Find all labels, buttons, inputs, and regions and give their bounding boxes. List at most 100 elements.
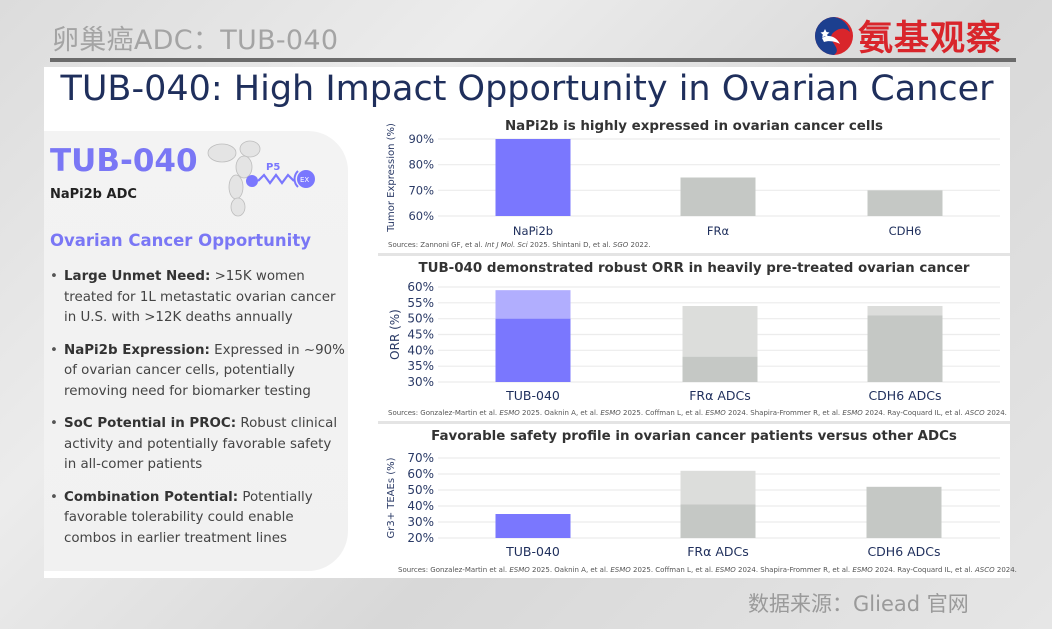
x-category-label: TUB-040	[505, 388, 560, 403]
source-fragment: SGO	[612, 241, 629, 249]
y-axis-label: Gr3+ TEAEs (%)	[386, 457, 397, 538]
y-tick-label: 70%	[407, 451, 434, 465]
chart-orr: TUB-040 demonstrated robust ORR in heavi…	[378, 257, 1010, 424]
source-fragment: Sources: Gonzalez-Martin et al.	[398, 566, 510, 574]
chart-source: Sources: Gonzalez-Martin et al. ESMO 202…	[398, 566, 1017, 574]
source-fragment: 2025. Oaknin A, et al.	[529, 566, 611, 574]
bar	[680, 177, 756, 216]
bullet-item: • Large Unmet Need: >15K women treated fo…	[50, 267, 346, 329]
x-category-label: TUB-040	[505, 544, 560, 559]
y-tick-label: 90%	[408, 132, 434, 146]
source-fragment: Int J Mol. Sci	[484, 241, 528, 249]
y-tick-label: 55%	[407, 296, 434, 310]
source-fragment: ESMO	[600, 409, 621, 417]
bullet-icon: •	[50, 416, 58, 431]
bullet-text: Potentially favorable tolerability could…	[64, 489, 313, 546]
bullet-lead: NaPi2b Expression:	[64, 342, 210, 358]
chart-safety-plot: 70% 60% 50% 40% 30% 20% Gr3+ TEAEs (%) TUB-040 F…	[386, 451, 1000, 559]
y-tick-label: 30%	[407, 375, 434, 389]
source-fragment: 2025. Shintani D, et al.	[527, 241, 613, 249]
svg-text:EX: EX	[300, 176, 309, 184]
source-fragment: 2024.	[994, 566, 1017, 574]
bullet-icon: •	[50, 269, 58, 284]
svg-text:P5: P5	[266, 162, 280, 173]
slide: TUB-040: High Impact Opportunity in Ovar…	[44, 67, 1017, 578]
x-category-label: FRα ADCs	[689, 388, 751, 403]
source-fragment: ESMO	[610, 566, 631, 574]
chart-title: NaPi2b is highly expressed in ovarian ca…	[504, 119, 884, 134]
source-fragment: ESMO	[509, 566, 530, 574]
bullet-text: Expressed in ~90% of ovarian cancer cell…	[64, 342, 345, 399]
x-category-label: FRα	[707, 224, 730, 238]
drug-name: TUB-040	[50, 143, 198, 179]
x-category-label: FRα ADCs	[687, 544, 749, 559]
left-panel: TUB-040 NaPi2b ADC P5 EX Ovarian Cancer …	[44, 131, 348, 571]
y-tick-label: 50%	[407, 483, 434, 497]
bar-upper-range	[867, 306, 943, 316]
bullet-item: • Combination Potential: Potentially favo…	[50, 488, 346, 550]
bullet-lead: Combination Potential:	[64, 489, 239, 505]
y-axis-label: Tumor Expression (%)	[386, 123, 397, 233]
source-fragment: ESMO	[499, 409, 520, 417]
source-fragment: Sources: Gonzalez-Martin et al.	[388, 409, 500, 417]
header-title: 卵巢癌ADC：TUB-040	[52, 25, 339, 56]
y-tick-label: 60%	[407, 467, 434, 481]
y-tick-label: 40%	[407, 343, 434, 357]
chart-title: Favorable safety profile in ovarian canc…	[431, 429, 957, 444]
bullet-text: >15K women treated for 1L metastatic ova…	[64, 269, 336, 325]
source-fragment: 2024. Shapira-Frommer R, et al.	[725, 409, 843, 417]
source-fragment: Sources: Zannoni GF, et al.	[388, 241, 485, 249]
source-fragment: 2025. Coffman L, et al.	[620, 409, 706, 417]
bar-lower-range	[680, 504, 756, 538]
bar-upper-range	[682, 306, 758, 357]
source-fragment: 2025. Oaknin A, et al.	[519, 409, 601, 417]
y-axis-label: ORR (%)	[388, 309, 402, 360]
source-fragment: 2022.	[628, 241, 651, 249]
source-fragment: 2024. Ray-Coquard IL, et al.	[862, 409, 965, 417]
header-divider	[50, 58, 1016, 62]
bar-lower-range	[495, 318, 571, 382]
bullet-list: • Large Unmet Need: >15K women treated fo…	[50, 267, 346, 561]
y-tick-label: 60%	[407, 280, 434, 294]
source-fragment: 2024. Shapira-Frommer R, et al.	[735, 566, 853, 574]
y-tick-label: 50%	[407, 312, 434, 326]
y-tick-label: 35%	[407, 359, 434, 373]
source-fragment: ESMO	[852, 566, 873, 574]
chart-orr-plot: 60% 55% 50% 45%40% 35% 30% ORR (%) TUB-040 FRα A…	[388, 280, 1000, 403]
y-tick-label: 70%	[408, 183, 434, 197]
chart-source: Sources: Gonzalez-Martin et al. ESMO 202…	[388, 409, 1007, 417]
slide-title: TUB-040: High Impact Opportunity in Ovar…	[60, 69, 994, 109]
chart-title: TUB-040 demonstrated robust ORR in heavi…	[418, 261, 970, 276]
y-tick-label: 45%	[407, 328, 434, 342]
bar-upper-range	[680, 470, 756, 505]
x-category-label: CDH6 ADCs	[867, 544, 940, 559]
source-fragment: ESMO	[842, 409, 863, 417]
y-tick-label: 60%	[408, 209, 434, 223]
y-tick-label: 20%	[407, 531, 434, 545]
bullet-icon: •	[50, 342, 58, 358]
bar-lower-range	[866, 486, 942, 538]
y-tick-label: 30%	[407, 515, 434, 529]
y-tick-label: 80%	[408, 158, 434, 172]
brand: 氨基观察	[814, 10, 1002, 61]
x-category-label: CDH6	[889, 224, 922, 238]
bullet-icon: •	[50, 489, 58, 505]
drug-subtitle: NaPi2b ADC	[50, 187, 137, 202]
bar	[495, 139, 571, 216]
source-fragment: ESMO	[715, 566, 736, 574]
bar-upper-range	[495, 290, 571, 319]
bar-lower-range	[495, 514, 571, 538]
brand-name: 氨基观察	[858, 19, 1003, 59]
x-category-label: CDH6 ADCs	[868, 388, 941, 403]
chart-expression: NaPi2b is highly expressed in ovarian ca…	[378, 115, 1010, 256]
bar-lower-range	[682, 356, 758, 382]
chart-safety: Favorable safety profile in ovarian canc…	[378, 425, 1017, 578]
bullet-item: • NaPi2b Expression: Expressed in ~90% of…	[50, 341, 346, 403]
chart-expression-plot: 90% 80% 70% 60% Tumor Expression (%) NaPi2b FR…	[386, 123, 1000, 238]
bar	[867, 190, 943, 216]
molecule-icon: P5 EX	[207, 140, 315, 217]
bullet-text: Robust clinical activity and potentially…	[64, 416, 338, 472]
bullet-item: • SoC Potential in PROC: Robust clinical …	[50, 414, 346, 476]
chart-source: Sources: Zannoni GF, et al. Int J Mol. S…	[388, 241, 651, 249]
bar-lower-range	[867, 315, 943, 382]
